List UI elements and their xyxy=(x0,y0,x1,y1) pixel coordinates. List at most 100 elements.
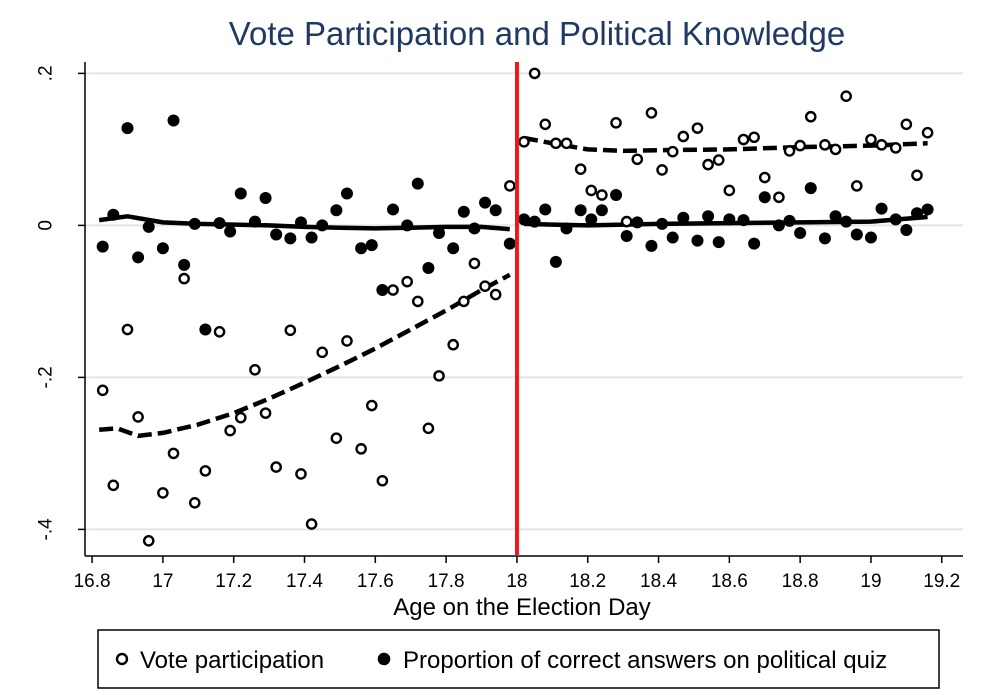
vote-point-70 xyxy=(911,169,923,182)
vote-point-2 xyxy=(121,323,134,336)
vote-point-34 xyxy=(489,288,502,301)
quiz-point-60 xyxy=(794,227,807,239)
quiz-point-52 xyxy=(702,210,715,223)
vote-point-33 xyxy=(479,280,491,293)
vote-point-45 xyxy=(620,215,633,228)
vote-point-13 xyxy=(249,363,261,376)
quiz-point-21 xyxy=(340,187,353,200)
vote-point-7 xyxy=(178,272,190,285)
quiz-point-44 xyxy=(610,189,623,201)
quiz-point-15 xyxy=(270,228,283,241)
x-tick-label-6: 18 xyxy=(506,571,527,592)
vote-point-46 xyxy=(631,153,644,166)
vote-point-26 xyxy=(401,275,413,288)
vote-point-36 xyxy=(518,135,530,148)
vote-point-15 xyxy=(270,461,282,473)
quiz-point-19 xyxy=(316,219,329,232)
vote-fit-left-line xyxy=(99,272,511,439)
vote-point-28 xyxy=(422,422,435,435)
quiz-point-49 xyxy=(666,231,679,244)
legend-label-vote: Vote participation xyxy=(140,647,324,674)
data-points xyxy=(96,67,934,547)
quiz-point-43 xyxy=(595,204,608,217)
vote-point-47 xyxy=(645,107,658,119)
legend: Vote participation Proportion of correct… xyxy=(97,629,940,689)
vote-point-52 xyxy=(702,158,714,171)
vote-point-67 xyxy=(875,139,888,151)
vote-point-50 xyxy=(677,130,690,143)
y-tick-label-2: -.2 xyxy=(36,366,57,388)
vote-point-8 xyxy=(188,496,201,509)
quiz-point-16 xyxy=(284,232,297,245)
quiz-point-10 xyxy=(213,217,226,230)
quiz-point-30 xyxy=(447,242,460,255)
vote-point-62 xyxy=(819,139,831,151)
vote-point-9 xyxy=(199,465,212,477)
quiz-point-53 xyxy=(712,236,725,249)
quiz-point-69 xyxy=(900,223,913,236)
vote-point-64 xyxy=(840,90,852,102)
vote-point-37 xyxy=(528,67,541,80)
quiz-point-37 xyxy=(528,215,541,228)
vote-point-22 xyxy=(355,443,367,455)
quiz-point-35 xyxy=(503,237,516,250)
vote-point-5 xyxy=(157,487,169,499)
quiz-point-58 xyxy=(772,219,785,232)
vote-point-23 xyxy=(365,399,378,412)
x-tick-label-8: 18.4 xyxy=(640,571,677,592)
vote-point-51 xyxy=(691,122,704,134)
y-tick-label-0: .2 xyxy=(36,65,57,81)
quiz-point-47 xyxy=(645,239,658,252)
vote-point-66 xyxy=(865,133,877,146)
quiz-point-29 xyxy=(433,227,446,239)
quiz-point-24 xyxy=(376,284,389,296)
quiz-point-13 xyxy=(248,215,261,228)
vote-point-11 xyxy=(224,424,236,437)
vote-point-57 xyxy=(758,171,771,184)
vote-point-53 xyxy=(712,154,725,166)
quiz-point-32 xyxy=(468,222,481,235)
quiz-point-66 xyxy=(864,231,877,244)
quiz-point-18 xyxy=(305,231,318,244)
x-tick-label-9: 18.6 xyxy=(711,571,748,592)
quiz-point-27 xyxy=(411,177,424,190)
quiz-point-61 xyxy=(804,182,817,195)
x-tick-label-5: 17.8 xyxy=(428,571,465,592)
vote-point-68 xyxy=(889,142,902,154)
vote-point-39 xyxy=(550,137,562,150)
vote-point-25 xyxy=(387,284,399,296)
vote-point-35 xyxy=(504,180,516,192)
quiz-point-63 xyxy=(829,210,842,223)
quiz-point-64 xyxy=(840,215,853,228)
quiz-point-25 xyxy=(387,203,400,216)
vote-point-10 xyxy=(213,325,226,338)
quiz-point-9 xyxy=(199,323,212,336)
quiz-point-40 xyxy=(560,222,573,235)
vote-point-40 xyxy=(560,137,573,150)
x-tick-label-0: 16.8 xyxy=(74,571,111,592)
quiz-point-22 xyxy=(355,242,368,255)
quiz-point-55 xyxy=(737,214,750,227)
vote-point-6 xyxy=(167,447,180,460)
quiz-point-12 xyxy=(234,187,247,200)
quiz-point-8 xyxy=(188,217,201,230)
vote-point-69 xyxy=(900,118,913,131)
quiz-point-23 xyxy=(365,239,378,252)
vote-point-65 xyxy=(850,180,863,192)
quiz-point-31 xyxy=(457,205,470,218)
legend-filled-circle-icon xyxy=(377,652,391,666)
y-tick-label-1: 0 xyxy=(36,220,57,231)
quiz-point-62 xyxy=(818,232,831,245)
quiz-point-68 xyxy=(889,213,902,226)
vote-point-4 xyxy=(142,535,155,547)
legend-box xyxy=(97,629,940,689)
vote-point-16 xyxy=(284,324,297,337)
vote-point-18 xyxy=(305,518,318,530)
quiz-point-46 xyxy=(631,216,644,229)
x-tick-label-10: 18.8 xyxy=(782,571,819,592)
quiz-point-20 xyxy=(330,204,343,217)
vote-point-31 xyxy=(458,295,470,308)
vote-point-48 xyxy=(656,164,668,176)
vote-point-20 xyxy=(330,432,343,445)
